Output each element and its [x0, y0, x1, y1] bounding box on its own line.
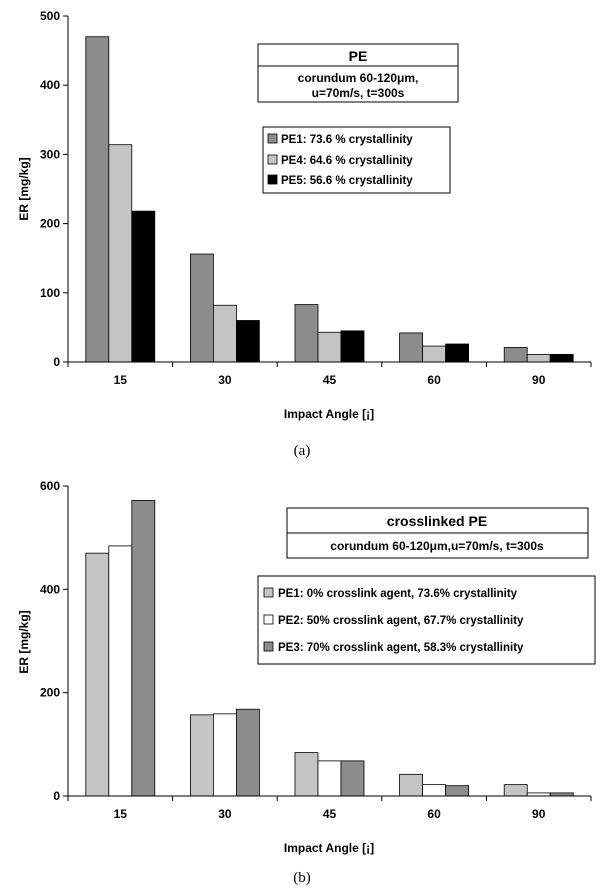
- chart-b-caption: (b): [293, 870, 311, 886]
- chart-b-x-axis-label: Impact Angle [¡]: [284, 841, 374, 855]
- chart-b-legend-frame: [257, 575, 596, 665]
- chart-b-bar-s1-45: [294, 752, 319, 797]
- chart-a-y-tick-label-0: 0: [53, 355, 60, 369]
- chart-a-legend-label-3: PE5: 56.6 % crystallinity: [281, 175, 413, 187]
- chart-b-bar-s1-15: [85, 552, 110, 797]
- chart-a-legend-swatch-3: [267, 174, 278, 185]
- chart-a-x-tick-label-0: 15: [114, 373, 128, 387]
- chart-a-y-tick-label-5: 500: [40, 9, 60, 23]
- chart-a-bar-s2-45: [317, 331, 342, 363]
- chart-b: 0 200 400 600 15 30 45 60 90 ER [mg/kg] Impact A…: [17, 479, 596, 886]
- chart-b-x-tick-label-3: 60: [427, 807, 441, 821]
- chart-a-title: PE: [349, 48, 368, 64]
- chart-b-y-tick-label-0: 0: [53, 789, 60, 803]
- chart-b-x-tick-label-0: 15: [114, 807, 128, 821]
- chart-a-marks: 0 100 200 300 400 500 15 30 45 60 90: [40, 9, 592, 387]
- chart-b-bar-s3-60: [445, 785, 470, 797]
- chart-b-bar-s2-45: [317, 760, 342, 797]
- chart-b-x-tick-label-4: 90: [532, 807, 546, 821]
- chart-a-bar-s2-30: [212, 304, 237, 363]
- chart-b-legend-swatch-1: [263, 587, 274, 598]
- chart-b-bar-s3-15: [131, 500, 156, 797]
- chart-b-bar-s2-60: [422, 784, 447, 797]
- chart-a-bar-s2-15: [108, 144, 133, 363]
- chart-a-bar-s3-90: [549, 353, 574, 363]
- chart-b-x-tick-label-1: 30: [218, 807, 232, 821]
- chart-a-bar-s1-90: [503, 347, 528, 363]
- chart-a-bar-s3-45: [340, 330, 365, 363]
- chart-a-bar-s1-45: [294, 304, 319, 363]
- chart-a-x-tick-label-2: 45: [323, 373, 337, 387]
- chart-a-x-tick-label-3: 60: [427, 373, 441, 387]
- chart-a-bar-s1-60: [399, 332, 424, 363]
- chart-a-legend-frame: [262, 126, 451, 194]
- chart-b-legend-label-1: PE1: 0% crosslink agent, 73.6% crystalli…: [278, 588, 518, 600]
- chart-b-legend: PE1: 0% crosslink agent, 73.6% crystalli…: [257, 575, 596, 665]
- chart-b-bar-s2-15: [108, 545, 133, 797]
- chart-a: 0 100 200 300 400 500 15 30 45 60 90 ER [mg/kg] Im…: [17, 9, 592, 459]
- chart-a-y-tick-label-2: 200: [40, 217, 60, 231]
- chart-a-bar-s1-30: [189, 253, 214, 363]
- chart-a-title-box: PE corundum 60-120μm, u=70m/s, t=300s: [257, 43, 459, 103]
- chart-a-y-axis-label: ER [mg/kg]: [17, 157, 31, 220]
- chart-b-subtitle-line-1: corundum 60-120μm,u=70m/s, t=300s: [330, 539, 544, 553]
- chart-b-legend-label-3: PE3: 70% crosslink agent, 58.3% crystall…: [278, 642, 524, 654]
- chart-b-x-tick-label-2: 45: [323, 807, 337, 821]
- chart-b-bar-s1-30: [189, 714, 214, 797]
- chart-a-legend-label-1: PE1: 73.6 % crystallinity: [281, 134, 413, 146]
- chart-a-y-tick-label-1: 100: [40, 286, 60, 300]
- chart-b-legend-label-2: PE2: 50% crosslink agent, 67.7% crystall…: [278, 615, 524, 627]
- chart-b-bar-s3-30: [235, 708, 260, 797]
- chart-b-legend-swatch-3: [263, 641, 274, 652]
- chart-b-bar-s3-45: [340, 760, 365, 797]
- chart-a-subtitle-line-1: corundum 60-120μm,: [298, 71, 419, 85]
- chart-b-y-axis-label: ER [mg/kg]: [17, 610, 31, 673]
- chart-a-x-axis-label: Impact Angle [¡]: [284, 407, 374, 421]
- chart-a-legend: PE1: 73.6 % crystallinity PE4: 64.6 % cr…: [262, 126, 451, 194]
- chart-b-y-tick-label-3: 600: [40, 479, 60, 493]
- chart-b-y-tick-label-1: 200: [40, 686, 60, 700]
- chart-a-subtitle-line-2: u=70m/s, t=300s: [312, 86, 405, 100]
- chart-a-bar-s2-60: [422, 345, 447, 363]
- chart-b-title: crosslinked PE: [387, 513, 487, 529]
- chart-a-bar-s3-15: [131, 210, 156, 363]
- chart-b-bar-s1-60: [399, 773, 424, 797]
- chart-a-x-tick-label-4: 90: [532, 373, 546, 387]
- chart-a-bar-s3-30: [235, 320, 260, 363]
- chart-b-title-box: crosslinked PE corundum 60-120μm,u=70m/s…: [286, 507, 589, 559]
- chart-b-bar-s2-30: [212, 713, 237, 797]
- chart-b-bar-s1-90: [503, 784, 528, 797]
- chart-a-bar-s1-15: [85, 36, 110, 363]
- chart-a-bar-s2-90: [526, 353, 551, 363]
- chart-a-title-box-frame: [257, 43, 459, 103]
- chart-a-legend-label-2: PE4: 64.6 % crystallinity: [281, 155, 413, 167]
- chart-b-legend-swatch-2: [263, 614, 274, 625]
- chart-b-y-tick-label-2: 400: [40, 582, 60, 596]
- chart-a-bar-s3-60: [445, 343, 470, 363]
- chart-a-legend-swatch-1: [267, 133, 278, 144]
- chart-a-legend-swatch-2: [267, 154, 278, 165]
- chart-a-x-tick-label-1: 30: [218, 373, 232, 387]
- chart-a-y-tick-label-4: 400: [40, 78, 60, 92]
- chart-a-y-tick-label-3: 300: [40, 147, 60, 161]
- chart-a-caption: (a): [294, 443, 311, 459]
